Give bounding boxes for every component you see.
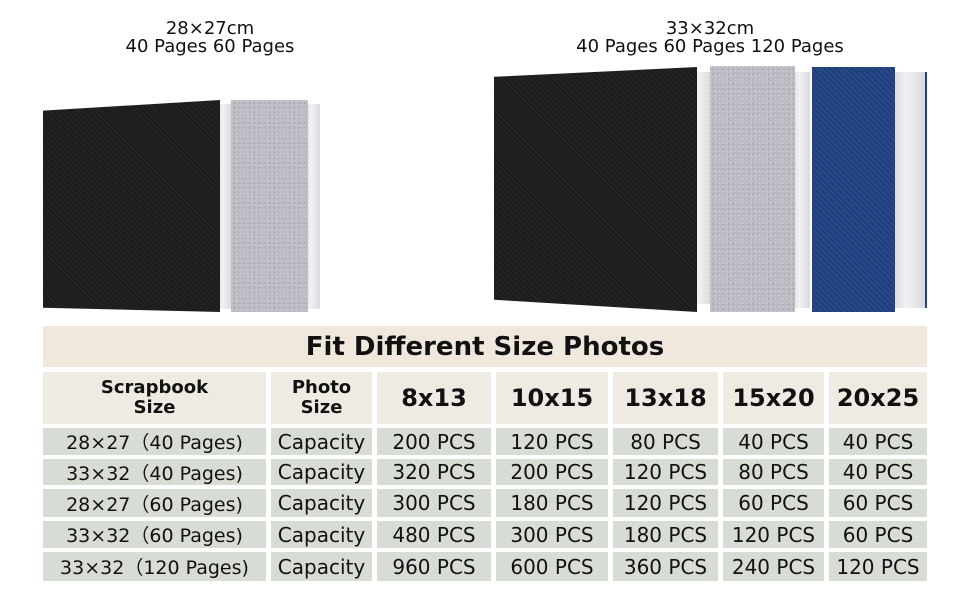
- cell-scrapbook-size: 28×27（40 Pages): [43, 428, 266, 455]
- album-cover: [812, 67, 895, 312]
- cell-capacity-value: 200 PCS: [496, 459, 608, 485]
- header-photo-size-13x18: 13x18: [613, 372, 718, 424]
- header-line: Size: [133, 397, 176, 418]
- cell-capacity-value: 360 PCS: [613, 552, 718, 581]
- album-cover: [710, 66, 795, 312]
- size-label: 33×32cm: [665, 18, 755, 39]
- cell-capacity-value: 60 PCS: [723, 489, 824, 517]
- album-page-edge: [893, 72, 927, 308]
- cell-scrapbook-size: 33×32（60 Pages): [43, 521, 266, 548]
- album-page-edge: [304, 104, 320, 309]
- header-scrapbook-size: Scrapbook Size: [43, 372, 266, 424]
- cell-capacity-label: Capacity: [271, 428, 372, 455]
- product-caption-large: 33×32cm 40 Pages 60 Pages 120 Pages: [510, 20, 910, 56]
- cell-scrapbook-size: 33×32（120 Pages): [43, 552, 266, 581]
- cell-capacity-value: 240 PCS: [723, 552, 824, 581]
- cell-capacity-value: 960 PCS: [377, 552, 491, 581]
- product-caption-small: 28×27cm 40 Pages 60 Pages: [60, 20, 360, 56]
- album-cover: [43, 100, 220, 312]
- size-label: 28×27cm: [165, 18, 255, 39]
- table-title: Fit Different Size Photos: [43, 326, 927, 367]
- album-page-edge: [792, 72, 810, 308]
- pages-label: 40 Pages 60 Pages 120 Pages: [576, 36, 844, 57]
- cell-scrapbook-size: 28×27（60 Pages): [43, 489, 266, 517]
- cell-capacity-label: Capacity: [271, 459, 372, 485]
- cell-capacity-value: 120 PCS: [829, 552, 927, 581]
- header-photo-size: Photo Size: [271, 372, 372, 424]
- cell-capacity-value: 120 PCS: [723, 521, 824, 548]
- cell-capacity-value: 300 PCS: [377, 489, 491, 517]
- cell-capacity-value: 120 PCS: [613, 459, 718, 485]
- cell-capacity-value: 120 PCS: [496, 428, 608, 455]
- cell-capacity-value: 600 PCS: [496, 552, 608, 581]
- cell-capacity-value: 180 PCS: [613, 521, 718, 548]
- cell-scrapbook-size: 33×32（40 Pages): [43, 459, 266, 485]
- album-cover: [494, 67, 697, 312]
- cell-capacity-label: Capacity: [271, 489, 372, 517]
- cell-capacity-value: 320 PCS: [377, 459, 491, 485]
- cell-capacity-value: 180 PCS: [496, 489, 608, 517]
- cell-capacity-value: 200 PCS: [377, 428, 491, 455]
- header-photo-size-10x15: 10x15: [496, 372, 608, 424]
- header-photo-size-8x13: 8x13: [377, 372, 491, 424]
- cell-capacity-value: 40 PCS: [829, 428, 927, 455]
- cell-capacity-value: 60 PCS: [829, 489, 927, 517]
- album-page-edge: [216, 104, 232, 309]
- pages-label: 40 Pages 60 Pages: [125, 36, 295, 57]
- cell-capacity-value: 300 PCS: [496, 521, 608, 548]
- header-line: Scrapbook: [100, 377, 209, 398]
- cell-capacity-label: Capacity: [271, 521, 372, 548]
- cell-capacity-value: 40 PCS: [829, 459, 927, 485]
- cell-capacity-value: 480 PCS: [377, 521, 491, 548]
- header-line: Photo: [291, 377, 352, 398]
- header-line: Size: [300, 397, 343, 418]
- header-photo-size-20x25: 20x25: [829, 372, 927, 424]
- header-photo-size-15x20: 15x20: [723, 372, 824, 424]
- cell-capacity-value: 80 PCS: [723, 459, 824, 485]
- cell-capacity-value: 80 PCS: [613, 428, 718, 455]
- cell-capacity-value: 120 PCS: [613, 489, 718, 517]
- album-cover: [231, 100, 308, 312]
- cell-capacity-label: Capacity: [271, 552, 372, 581]
- cell-capacity-value: 40 PCS: [723, 428, 824, 455]
- cell-capacity-value: 60 PCS: [829, 521, 927, 548]
